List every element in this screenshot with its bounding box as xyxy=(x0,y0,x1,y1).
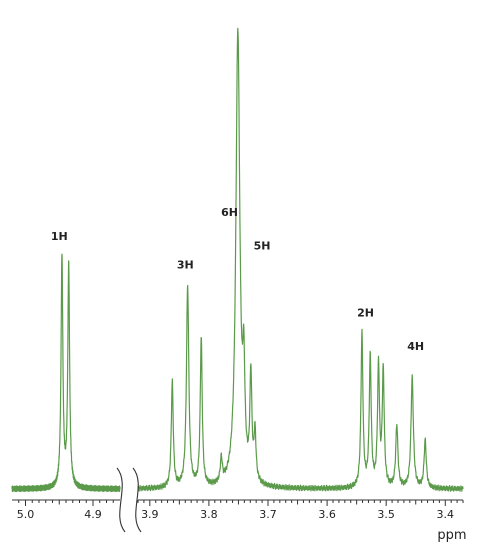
x-axis-unit-label: ppm xyxy=(437,528,466,543)
x-axis: 5.0 4.9 3.9 3.8 3.7 3.6 3.5 3.4 xyxy=(12,499,464,521)
axis-break-mark xyxy=(116,467,126,533)
peak-label: 6H xyxy=(221,206,238,219)
peak-label: 4H xyxy=(407,340,424,353)
spectrum-traces xyxy=(11,27,464,493)
spectrum-trace-right xyxy=(137,27,464,492)
peak-label: 1H xyxy=(51,230,68,243)
spectrum-trace-left xyxy=(11,253,121,493)
x-tick-label: 3.4 xyxy=(437,508,455,521)
peak-annotations: 1H 3H 6H 5H 2H 4H xyxy=(51,206,424,353)
peak-label: 3H xyxy=(177,259,194,272)
x-tick-label: 3.7 xyxy=(259,508,277,521)
axis-break-mark xyxy=(132,467,142,533)
x-tick-label: 3.8 xyxy=(200,508,218,521)
peak-label: 2H xyxy=(357,307,374,320)
axis-break-marks xyxy=(116,467,142,533)
x-tick-label: 4.9 xyxy=(84,508,102,521)
x-tick-label: 3.9 xyxy=(141,508,159,521)
x-tick-label: 3.6 xyxy=(318,508,336,521)
x-tick-label: 3.5 xyxy=(377,508,395,521)
peak-label: 5H xyxy=(254,240,271,253)
x-tick-label: 5.0 xyxy=(17,508,35,521)
